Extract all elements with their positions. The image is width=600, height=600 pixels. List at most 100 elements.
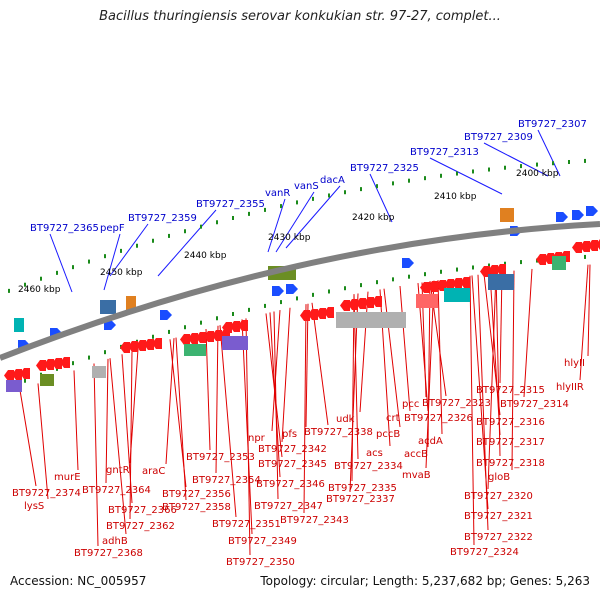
gene-label-bottom[interactable]: BT9727_2337: [326, 494, 395, 505]
gene-label-bottom[interactable]: BT9727_2368: [74, 548, 143, 559]
gene-label-bottom[interactable]: BT9727_2347: [254, 501, 323, 512]
gene-label-top[interactable]: BT9727_2325: [350, 163, 419, 174]
gene-arrow-reverse[interactable]: [356, 298, 366, 309]
gene-arrow-reverse[interactable]: [144, 339, 154, 350]
gene-label-bottom[interactable]: BT9727_2324: [450, 547, 519, 558]
gene-arrow-reverse[interactable]: [488, 265, 498, 276]
gene-label-bottom[interactable]: BT9727_2317: [476, 437, 545, 448]
gene-label-top[interactable]: BT9727_2355: [196, 199, 265, 210]
gene-label-bottom[interactable]: BT9727_2326: [404, 413, 473, 424]
gene-label-bottom[interactable]: acs: [366, 448, 383, 459]
gene-label-bottom[interactable]: hlyIIR: [556, 382, 584, 393]
gene-block[interactable]: [222, 336, 248, 350]
gene-label-bottom[interactable]: gntR: [106, 465, 130, 476]
gene-label-bottom[interactable]: BT9727_2374: [12, 488, 81, 499]
gene-label-bottom[interactable]: BT9727_2366: [108, 505, 177, 516]
gene-label-bottom[interactable]: BT9727_2318: [476, 458, 545, 469]
gene-label-bottom[interactable]: BT9727_2362: [106, 521, 175, 532]
gene-label-bottom[interactable]: acdA: [418, 436, 443, 447]
gene-arrow-reverse[interactable]: [460, 277, 470, 288]
gene-arrow-forward[interactable]: [572, 210, 584, 220]
gene-arrow-reverse[interactable]: [204, 331, 214, 342]
gene-label-bottom[interactable]: BT9727_2354: [192, 475, 261, 486]
gene-arrow-reverse[interactable]: [372, 296, 382, 307]
gene-label-bottom[interactable]: hlyII: [564, 358, 585, 369]
gene-arrow-reverse[interactable]: [238, 320, 248, 331]
gene-block[interactable]: [552, 256, 566, 270]
gene-arrow-reverse[interactable]: [222, 322, 232, 333]
gene-label-bottom[interactable]: BT9727_2349: [228, 536, 297, 547]
gene-label-bottom[interactable]: BT9727_2345: [258, 459, 327, 470]
gene-block[interactable]: [100, 300, 116, 314]
gene-arrow-reverse[interactable]: [572, 242, 582, 253]
gene-label-top[interactable]: BT9727_2365: [30, 223, 99, 234]
gene-arrow-reverse[interactable]: [496, 264, 506, 275]
gene-label-top[interactable]: vanS: [294, 181, 319, 192]
gene-label-bottom[interactable]: BT9727_2350: [226, 557, 295, 568]
gene-arrow-reverse[interactable]: [36, 360, 46, 371]
gene-label-bottom[interactable]: BT9727_2314: [500, 399, 569, 410]
gene-label-bottom[interactable]: BT9727_2334: [334, 461, 403, 472]
gene-label-bottom[interactable]: araC: [142, 466, 165, 477]
gene-arrow-forward[interactable]: [104, 320, 116, 330]
gene-label-top[interactable]: vanR: [265, 188, 290, 199]
gene-arrow-reverse[interactable]: [444, 279, 454, 290]
gene-arrow-reverse[interactable]: [52, 358, 62, 369]
gene-block[interactable]: [92, 366, 106, 378]
gene-arrow-reverse[interactable]: [4, 370, 14, 381]
gene-label-bottom[interactable]: BT9727_2320: [464, 491, 533, 502]
gene-label-bottom[interactable]: BT9727_2322: [464, 532, 533, 543]
gene-arrow-reverse[interactable]: [120, 342, 130, 353]
gene-arrow-reverse[interactable]: [212, 330, 222, 341]
gene-label-bottom[interactable]: BT9727_2342: [258, 444, 327, 455]
gene-arrow-reverse[interactable]: [316, 308, 326, 319]
gene-block[interactable]: [184, 344, 206, 356]
gene-arrow-reverse[interactable]: [340, 300, 350, 311]
gene-arrow-forward[interactable]: [272, 286, 284, 296]
gene-arrow-reverse[interactable]: [136, 340, 146, 351]
gene-label-bottom[interactable]: pcc: [402, 399, 419, 410]
gene-block[interactable]: [488, 274, 514, 290]
gene-label-bottom[interactable]: pfs: [282, 429, 297, 440]
gene-label-bottom[interactable]: BT9727_2364: [82, 485, 151, 496]
gene-label-bottom[interactable]: udk: [336, 414, 355, 425]
gene-label-bottom[interactable]: BT9727_2353: [186, 452, 255, 463]
gene-arrow-reverse[interactable]: [60, 357, 70, 368]
gene-label-bottom[interactable]: BT9727_2335: [328, 483, 397, 494]
gene-arrow-forward[interactable]: [586, 206, 598, 216]
gene-label-bottom[interactable]: BT9727_2323: [422, 398, 491, 409]
gene-arrow-reverse[interactable]: [230, 321, 240, 332]
gene-block[interactable]: [444, 288, 470, 302]
gene-label-top[interactable]: BT9727_2313: [410, 147, 479, 158]
gene-label-bottom[interactable]: adhB: [102, 536, 128, 547]
gene-label-bottom[interactable]: BT9727_2343: [280, 515, 349, 526]
gene-block[interactable]: [500, 208, 514, 222]
gene-label-bottom[interactable]: BT9727_2321: [464, 511, 533, 522]
gene-label-bottom[interactable]: mvaB: [402, 470, 431, 481]
gene-label-bottom[interactable]: BT9727_2316: [476, 417, 545, 428]
gene-label-top[interactable]: BT9727_2359: [128, 213, 197, 224]
gene-label-bottom[interactable]: pccB: [376, 429, 400, 440]
gene-arrow-reverse[interactable]: [596, 239, 600, 250]
gene-arrow-reverse[interactable]: [348, 299, 358, 310]
gene-arrow-reverse[interactable]: [128, 341, 138, 352]
gene-label-top[interactable]: dacA: [320, 175, 345, 186]
gene-label-bottom[interactable]: gloB: [488, 472, 510, 483]
gene-label-top[interactable]: pepF: [100, 223, 125, 234]
gene-arrow-reverse[interactable]: [580, 241, 590, 252]
gene-arrow-reverse[interactable]: [196, 332, 206, 343]
gene-block[interactable]: [336, 312, 406, 328]
gene-label-bottom[interactable]: BT9727_2338: [304, 427, 373, 438]
gene-label-bottom[interactable]: BT9727_2351: [212, 519, 281, 530]
gene-block[interactable]: [6, 380, 22, 392]
gene-label-bottom[interactable]: murE: [54, 472, 81, 483]
gene-label-bottom[interactable]: BT9727_2358: [162, 502, 231, 513]
gene-label-bottom[interactable]: lysS: [24, 501, 44, 512]
gene-arrow-forward[interactable]: [160, 310, 172, 320]
gene-arrow-reverse[interactable]: [180, 334, 190, 345]
gene-arrow-reverse[interactable]: [428, 281, 438, 292]
gene-arrow-reverse[interactable]: [436, 280, 446, 291]
gene-arrow-reverse[interactable]: [452, 278, 462, 289]
gene-arrow-reverse[interactable]: [588, 240, 598, 251]
gene-arrow-reverse[interactable]: [308, 309, 318, 320]
